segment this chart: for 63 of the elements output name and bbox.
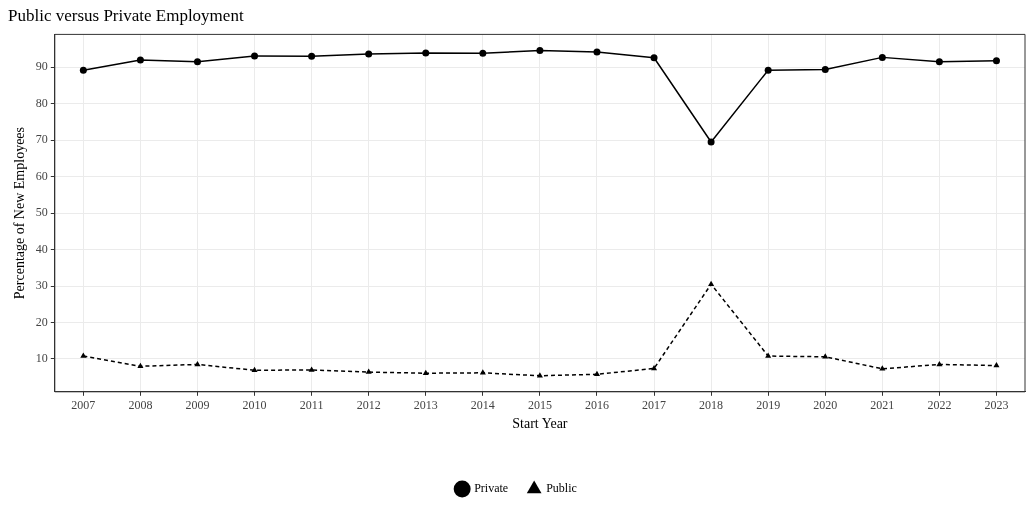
y-tick-label: 80	[35, 95, 48, 110]
point	[822, 353, 829, 359]
point	[935, 58, 943, 66]
y-tick-label: 50	[35, 205, 48, 220]
x-tick-label: 2007	[71, 398, 96, 413]
x-tick-label: 2018	[699, 398, 724, 413]
point	[365, 368, 372, 374]
point	[251, 366, 258, 373]
y-tick-label: 20	[35, 314, 48, 329]
x-tick-label: 2009	[185, 398, 210, 413]
x-tick-label: 2016	[584, 398, 609, 413]
point	[479, 369, 486, 375]
x-tick-label: 2008	[128, 398, 153, 413]
point	[936, 360, 943, 367]
point	[707, 138, 715, 146]
x-tick-label: 2017	[642, 398, 667, 413]
point	[879, 365, 886, 371]
point	[422, 369, 429, 375]
legend-label: Public	[546, 481, 577, 496]
point	[650, 54, 658, 62]
x-tick-label: 2022	[927, 398, 952, 413]
point	[194, 360, 201, 367]
y-tick-label: 10	[35, 351, 48, 366]
point	[365, 50, 373, 58]
point	[308, 52, 316, 60]
point	[251, 52, 259, 60]
x-tick-label: 2023	[984, 398, 1009, 413]
x-tick-label: 2015	[527, 398, 552, 413]
x-tick-label: 2013	[413, 398, 438, 413]
point	[193, 58, 201, 66]
point	[593, 370, 600, 377]
point	[536, 372, 543, 378]
legend-label: Private	[474, 481, 509, 496]
point	[764, 66, 772, 74]
point	[878, 53, 886, 61]
y-tick-label: 90	[35, 59, 48, 74]
x-tick-label: 2020	[813, 398, 838, 413]
point	[765, 352, 772, 358]
point	[79, 66, 87, 74]
point	[593, 48, 601, 56]
point	[137, 362, 144, 369]
y-tick-label: 60	[35, 168, 48, 183]
point	[479, 49, 487, 57]
chart-title: Public versus Private Employment	[8, 5, 244, 25]
x-tick-label: 2014	[470, 398, 495, 413]
x-tick-label: 2011	[299, 398, 324, 413]
y-tick-label: 70	[35, 132, 48, 147]
point	[821, 65, 829, 73]
x-tick-label: 2021	[870, 398, 895, 413]
y-tick-label: 40	[35, 241, 48, 256]
point	[422, 49, 430, 57]
x-tick-label: 2012	[356, 398, 381, 413]
point	[536, 46, 544, 54]
point	[308, 366, 315, 372]
x-tick-label: 2019	[756, 398, 781, 413]
point	[708, 280, 715, 286]
x-tick-label: 2010	[242, 398, 267, 413]
point	[80, 352, 87, 358]
point	[136, 56, 144, 64]
y-axis-title: Percentage of New Employees	[12, 126, 28, 300]
point	[992, 57, 1000, 65]
x-axis-title: Start Year	[512, 416, 568, 432]
y-tick-label: 30	[35, 278, 48, 293]
